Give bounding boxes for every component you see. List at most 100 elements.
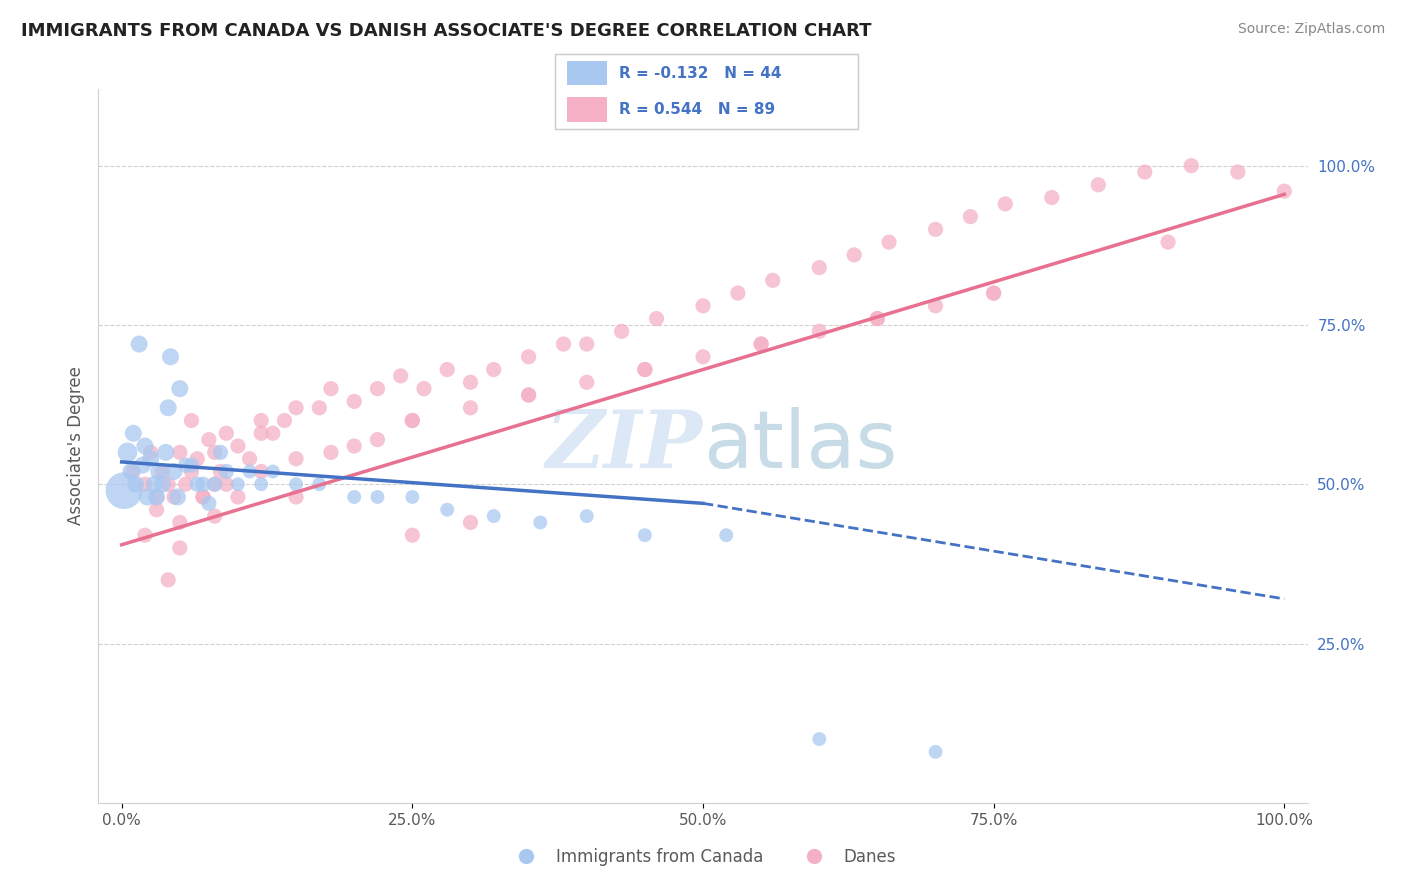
Point: [159, 350, 181, 364]
Point: [239, 465, 262, 479]
Point: [460, 401, 482, 415]
Point: [460, 376, 482, 390]
Point: [180, 458, 202, 472]
Point: [959, 210, 981, 224]
Point: [198, 433, 221, 447]
Point: [343, 490, 366, 504]
Point: [124, 477, 146, 491]
Point: [482, 362, 505, 376]
Text: Source: ZipAtlas.com: Source: ZipAtlas.com: [1237, 22, 1385, 37]
Point: [924, 222, 946, 236]
Point: [250, 413, 273, 427]
Point: [139, 451, 162, 466]
Point: [1087, 178, 1109, 192]
Point: [1133, 165, 1156, 179]
Point: [844, 248, 866, 262]
Point: [198, 496, 221, 510]
Point: [924, 745, 946, 759]
Point: [169, 516, 191, 530]
Point: [226, 477, 249, 491]
Point: [436, 362, 458, 376]
Text: R = 0.544   N = 89: R = 0.544 N = 89: [619, 102, 775, 117]
Point: [517, 388, 540, 402]
Point: [157, 477, 180, 491]
Point: [575, 376, 598, 390]
Point: [529, 516, 551, 530]
Point: [716, 528, 738, 542]
Point: [366, 490, 388, 504]
Point: [1040, 190, 1063, 204]
Point: [204, 445, 226, 459]
Point: [401, 528, 423, 542]
Point: [285, 401, 308, 415]
Point: [134, 528, 156, 542]
Point: [692, 299, 714, 313]
Point: [808, 324, 831, 338]
Point: [634, 362, 657, 376]
Point: [166, 490, 188, 504]
Point: [145, 490, 167, 504]
Point: [204, 477, 226, 491]
Point: [239, 451, 262, 466]
Point: [610, 324, 633, 338]
Point: [262, 465, 284, 479]
Point: [762, 273, 785, 287]
Point: [145, 502, 167, 516]
Point: [285, 451, 308, 466]
Point: [994, 197, 1017, 211]
Point: [645, 311, 668, 326]
Point: [186, 451, 208, 466]
Point: [319, 382, 342, 396]
Point: [983, 286, 1005, 301]
Point: [575, 337, 598, 351]
Point: [727, 286, 749, 301]
Point: [136, 490, 159, 504]
Y-axis label: Associate's Degree: Associate's Degree: [66, 367, 84, 525]
Point: [180, 465, 202, 479]
Point: [1157, 235, 1180, 249]
Text: atlas: atlas: [703, 407, 897, 485]
Point: [155, 445, 177, 459]
Point: [131, 458, 153, 472]
Point: [749, 337, 772, 351]
Point: [117, 445, 139, 459]
Point: [517, 350, 540, 364]
Point: [215, 477, 238, 491]
Bar: [568, 97, 607, 122]
Point: [262, 426, 284, 441]
Point: [343, 439, 366, 453]
Point: [191, 490, 214, 504]
Point: [401, 490, 423, 504]
Point: [209, 465, 232, 479]
Point: [877, 235, 900, 249]
Point: [186, 477, 208, 491]
Point: [180, 413, 202, 427]
Point: [866, 311, 889, 326]
Point: [148, 465, 170, 479]
Point: [157, 573, 180, 587]
Point: [749, 337, 772, 351]
Point: [157, 401, 180, 415]
Point: [128, 337, 150, 351]
Point: [215, 426, 238, 441]
Point: [122, 465, 145, 479]
Point: [401, 413, 423, 427]
Point: [575, 509, 598, 524]
Point: [139, 445, 162, 459]
Point: [169, 382, 191, 396]
Point: [120, 465, 142, 479]
Point: [517, 388, 540, 402]
Text: R = -0.132   N = 44: R = -0.132 N = 44: [619, 66, 782, 81]
Point: [226, 439, 249, 453]
Point: [122, 426, 145, 441]
Point: [308, 401, 330, 415]
Point: [285, 490, 308, 504]
Point: [250, 465, 273, 479]
Point: [191, 477, 214, 491]
Point: [285, 477, 308, 491]
Point: [1180, 159, 1202, 173]
Point: [112, 483, 135, 498]
Point: [366, 433, 388, 447]
Point: [634, 528, 657, 542]
Point: [174, 477, 197, 491]
